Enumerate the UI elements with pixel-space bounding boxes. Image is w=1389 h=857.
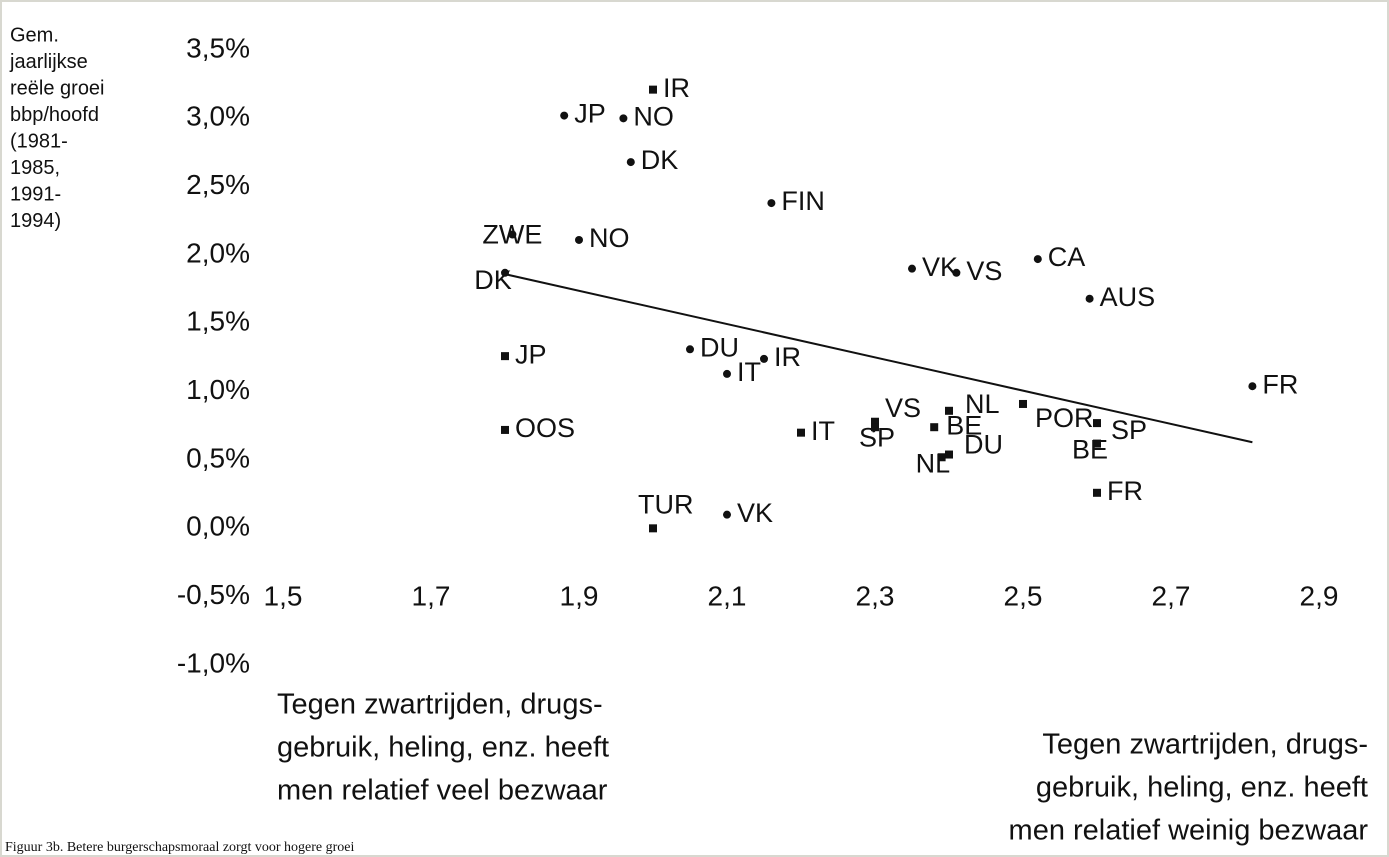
point <box>626 158 635 167</box>
point-label: BE <box>1072 435 1108 465</box>
point <box>1093 488 1101 497</box>
y-axis-label: 1994) <box>10 210 61 232</box>
point <box>1033 255 1042 264</box>
point-label: DU <box>964 430 1003 460</box>
point <box>686 345 694 354</box>
point <box>871 423 879 432</box>
annotation: men relatief veel bezwaar <box>277 775 608 807</box>
point <box>1019 399 1027 408</box>
point-label: NL <box>916 448 951 478</box>
point-label: IT <box>737 357 761 387</box>
point <box>649 85 657 94</box>
y-tick-label: -0,5% <box>177 579 250 610</box>
point <box>760 354 768 363</box>
point-label: POR <box>1035 403 1094 433</box>
y-tick-label: 3,5% <box>186 32 250 63</box>
point <box>619 114 628 123</box>
caption: Figuur 3b. Betere burgerschapsmoraal zor… <box>5 840 354 855</box>
point-label: DU <box>700 332 739 362</box>
point-label: NO <box>589 223 630 253</box>
point <box>767 199 776 208</box>
point <box>1093 439 1101 448</box>
point <box>952 268 961 277</box>
point-label: DK <box>474 265 512 295</box>
point-label: NL <box>965 389 1000 419</box>
point-label: IR <box>663 73 690 103</box>
point-label: SP <box>859 422 895 452</box>
annotation: men relatief weinig bezwaar <box>1009 815 1369 847</box>
y-tick-label: 2,5% <box>186 169 250 200</box>
y-axis-label: 1985, <box>10 157 60 179</box>
point-label: VS <box>885 393 921 423</box>
point-label: JP <box>515 339 547 369</box>
point-label: VS <box>966 256 1002 286</box>
point <box>501 352 509 361</box>
point <box>501 425 509 434</box>
y-tick-label: 0,5% <box>186 442 250 473</box>
y-axis-label: reële groei <box>10 77 105 99</box>
x-tick-label: 1,7 <box>412 580 451 611</box>
point-label: FR <box>1107 476 1143 506</box>
y-axis-label: bbp/hoofd <box>10 104 99 126</box>
point <box>945 450 953 459</box>
x-tick-label: 2,1 <box>708 580 747 611</box>
point <box>723 369 731 378</box>
point-label: OOS <box>515 413 575 443</box>
point <box>1085 294 1094 303</box>
point-label: FIN <box>781 186 825 216</box>
point <box>649 524 657 533</box>
point <box>501 268 509 277</box>
point <box>871 417 879 426</box>
point-label: NO <box>633 101 674 131</box>
point <box>508 230 517 239</box>
point <box>1093 419 1101 428</box>
point <box>797 428 805 437</box>
point-label: TUR <box>638 489 694 519</box>
point <box>937 453 946 462</box>
point <box>930 423 939 432</box>
y-tick-label: 0,0% <box>186 511 250 542</box>
x-tick-label: 2,7 <box>1152 580 1191 611</box>
point <box>560 111 569 120</box>
point <box>723 510 731 519</box>
point-label: BE <box>946 410 982 440</box>
point-label: FR <box>1262 369 1298 399</box>
y-axis-label: Gem. <box>10 24 59 46</box>
y-axis-label: 1991- <box>10 183 61 205</box>
point-label: JP <box>574 99 606 129</box>
y-tick-label: -1,0% <box>177 647 250 678</box>
point <box>945 406 953 415</box>
y-tick-label: 1,5% <box>186 306 250 337</box>
point-label: AUS <box>1100 282 1156 312</box>
point-label: ZWE <box>482 220 542 250</box>
y-tick-label: 2,0% <box>186 237 250 268</box>
point-label: VK <box>737 498 773 528</box>
point-label: VK <box>922 252 958 282</box>
point <box>1248 382 1257 391</box>
x-tick-label: 2,9 <box>1300 580 1339 611</box>
point-label: SP <box>1111 415 1147 445</box>
point <box>908 264 916 273</box>
x-tick-label: 2,3 <box>856 580 895 611</box>
y-tick-label: 1,0% <box>186 374 250 405</box>
annotation: gebruik, heling, enz. heeft <box>277 732 609 764</box>
point <box>575 235 583 244</box>
x-tick-label: 2,5 <box>1004 580 1043 611</box>
annotation: Tegen zwartrijden, drugs- <box>1042 729 1368 761</box>
x-tick-label: 1,5 <box>264 580 303 611</box>
annotation: gebruik, heling, enz. heeft <box>1036 772 1368 804</box>
x-tick-label: 1,9 <box>560 580 599 611</box>
y-axis-label: (1981- <box>10 130 68 152</box>
point-label: CA <box>1048 242 1086 272</box>
y-tick-label: 3,0% <box>186 101 250 132</box>
annotation: Tegen zwartrijden, drugs- <box>277 689 603 721</box>
point-label: IT <box>811 416 835 446</box>
trend-line <box>504 273 1253 444</box>
point-label: IR <box>774 342 801 372</box>
y-axis-label: jaarlijkse <box>9 51 88 73</box>
point-label: DK <box>641 145 679 175</box>
